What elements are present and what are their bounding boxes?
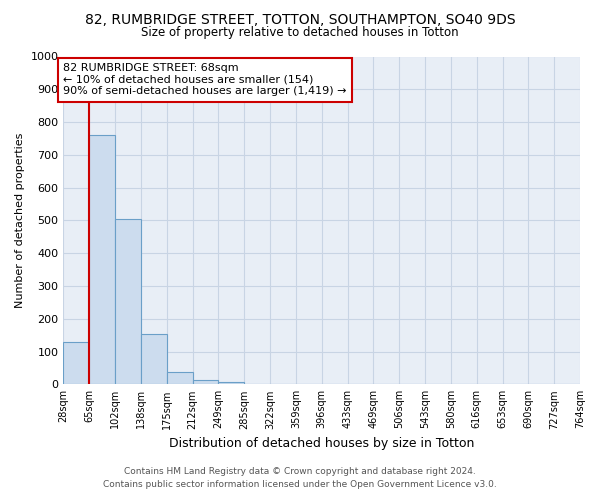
Y-axis label: Number of detached properties: Number of detached properties: [15, 132, 25, 308]
Bar: [89, 134, 115, 384]
Text: 82 RUMBRIDGE STREET: 68sqm
← 10% of detached houses are smaller (154)
90% of sem: 82 RUMBRIDGE STREET: 68sqm ← 10% of deta…: [64, 63, 347, 96]
Bar: [115, 219, 141, 384]
Bar: [193, 380, 218, 384]
Text: 82, RUMBRIDGE STREET, TOTTON, SOUTHAMPTON, SO40 9DS: 82, RUMBRIDGE STREET, TOTTON, SOUTHAMPTO…: [85, 12, 515, 26]
Bar: [218, 382, 244, 384]
Text: Size of property relative to detached houses in Totton: Size of property relative to detached ho…: [141, 26, 459, 39]
Bar: [141, 334, 167, 384]
X-axis label: Distribution of detached houses by size in Totton: Distribution of detached houses by size …: [169, 437, 475, 450]
Text: Contains HM Land Registry data © Crown copyright and database right 2024.
Contai: Contains HM Land Registry data © Crown c…: [103, 468, 497, 489]
Bar: [167, 372, 193, 384]
Bar: [64, 342, 89, 384]
